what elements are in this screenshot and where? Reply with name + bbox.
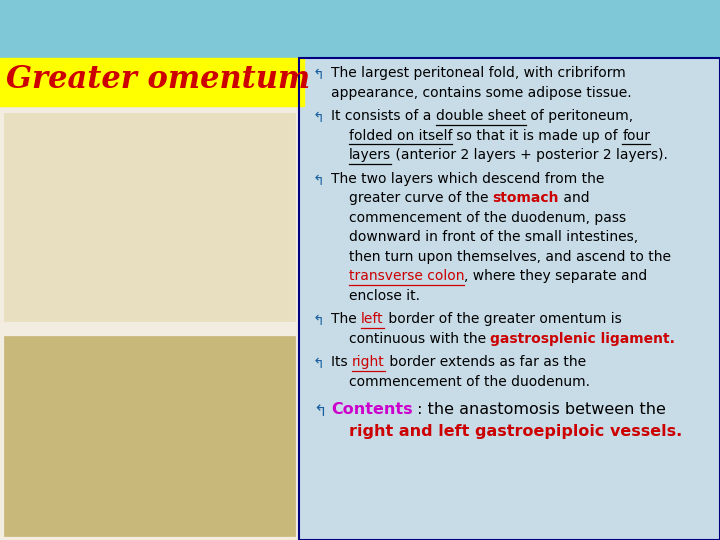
Bar xyxy=(299,58,720,540)
Text: appearance, contains some adipose tissue.: appearance, contains some adipose tissue… xyxy=(330,86,631,100)
Text: border of the greater omentum is: border of the greater omentum is xyxy=(384,312,621,326)
Text: gastrosplenic ligament.: gastrosplenic ligament. xyxy=(490,332,675,346)
Bar xyxy=(4,112,294,321)
Text: (anterior 2 layers + posterior 2 layers).: (anterior 2 layers + posterior 2 layers)… xyxy=(391,148,668,163)
Text: : the anastomosis between the: : the anastomosis between the xyxy=(413,402,666,417)
Text: layers: layers xyxy=(348,148,391,163)
Text: commencement of the duodenum.: commencement of the duodenum. xyxy=(348,375,590,389)
Text: of peritoneum,: of peritoneum, xyxy=(526,109,633,123)
Text: double sheet: double sheet xyxy=(436,109,526,123)
Bar xyxy=(0,58,304,106)
Text: continuous with the: continuous with the xyxy=(348,332,490,346)
Text: Its: Its xyxy=(330,355,352,369)
Text: left: left xyxy=(361,312,384,326)
Text: Contents: Contents xyxy=(330,402,413,417)
Text: The: The xyxy=(330,312,361,326)
Text: right and left gastroepiploic vessels.: right and left gastroepiploic vessels. xyxy=(348,424,682,439)
Text: transverse colon: transverse colon xyxy=(348,269,464,284)
Text: downward in front of the small intestines,: downward in front of the small intestine… xyxy=(348,231,638,244)
Text: ↰: ↰ xyxy=(312,111,325,125)
Text: folded on itself: folded on itself xyxy=(348,129,452,143)
Bar xyxy=(0,0,720,58)
Text: commencement of the duodenum, pass: commencement of the duodenum, pass xyxy=(348,211,626,225)
Text: four: four xyxy=(622,129,650,143)
Text: then turn upon themselves, and ascend to the: then turn upon themselves, and ascend to… xyxy=(348,250,671,264)
Text: ↰: ↰ xyxy=(312,357,325,372)
Text: Greater omentum: Greater omentum xyxy=(6,64,310,95)
Text: ↰: ↰ xyxy=(312,69,325,82)
Text: greater curve of the: greater curve of the xyxy=(348,191,492,205)
Text: The two layers which descend from the: The two layers which descend from the xyxy=(330,172,604,186)
Text: ↰: ↰ xyxy=(312,314,325,328)
Bar xyxy=(0,106,299,540)
Text: so that it is made up of: so that it is made up of xyxy=(452,129,622,143)
Text: ↰: ↰ xyxy=(312,404,326,420)
Text: stomach: stomach xyxy=(492,191,559,205)
Text: enclose it.: enclose it. xyxy=(348,289,420,303)
Text: , where they separate and: , where they separate and xyxy=(464,269,647,284)
Text: right: right xyxy=(352,355,384,369)
Bar xyxy=(4,336,294,536)
Text: ↰: ↰ xyxy=(312,174,325,188)
Text: It consists of a: It consists of a xyxy=(330,109,436,123)
Bar xyxy=(299,58,720,540)
Text: and: and xyxy=(559,191,590,205)
Text: border extends as far as the: border extends as far as the xyxy=(384,355,585,369)
Text: The largest peritoneal fold, with cribriform: The largest peritoneal fold, with cribri… xyxy=(330,66,626,80)
